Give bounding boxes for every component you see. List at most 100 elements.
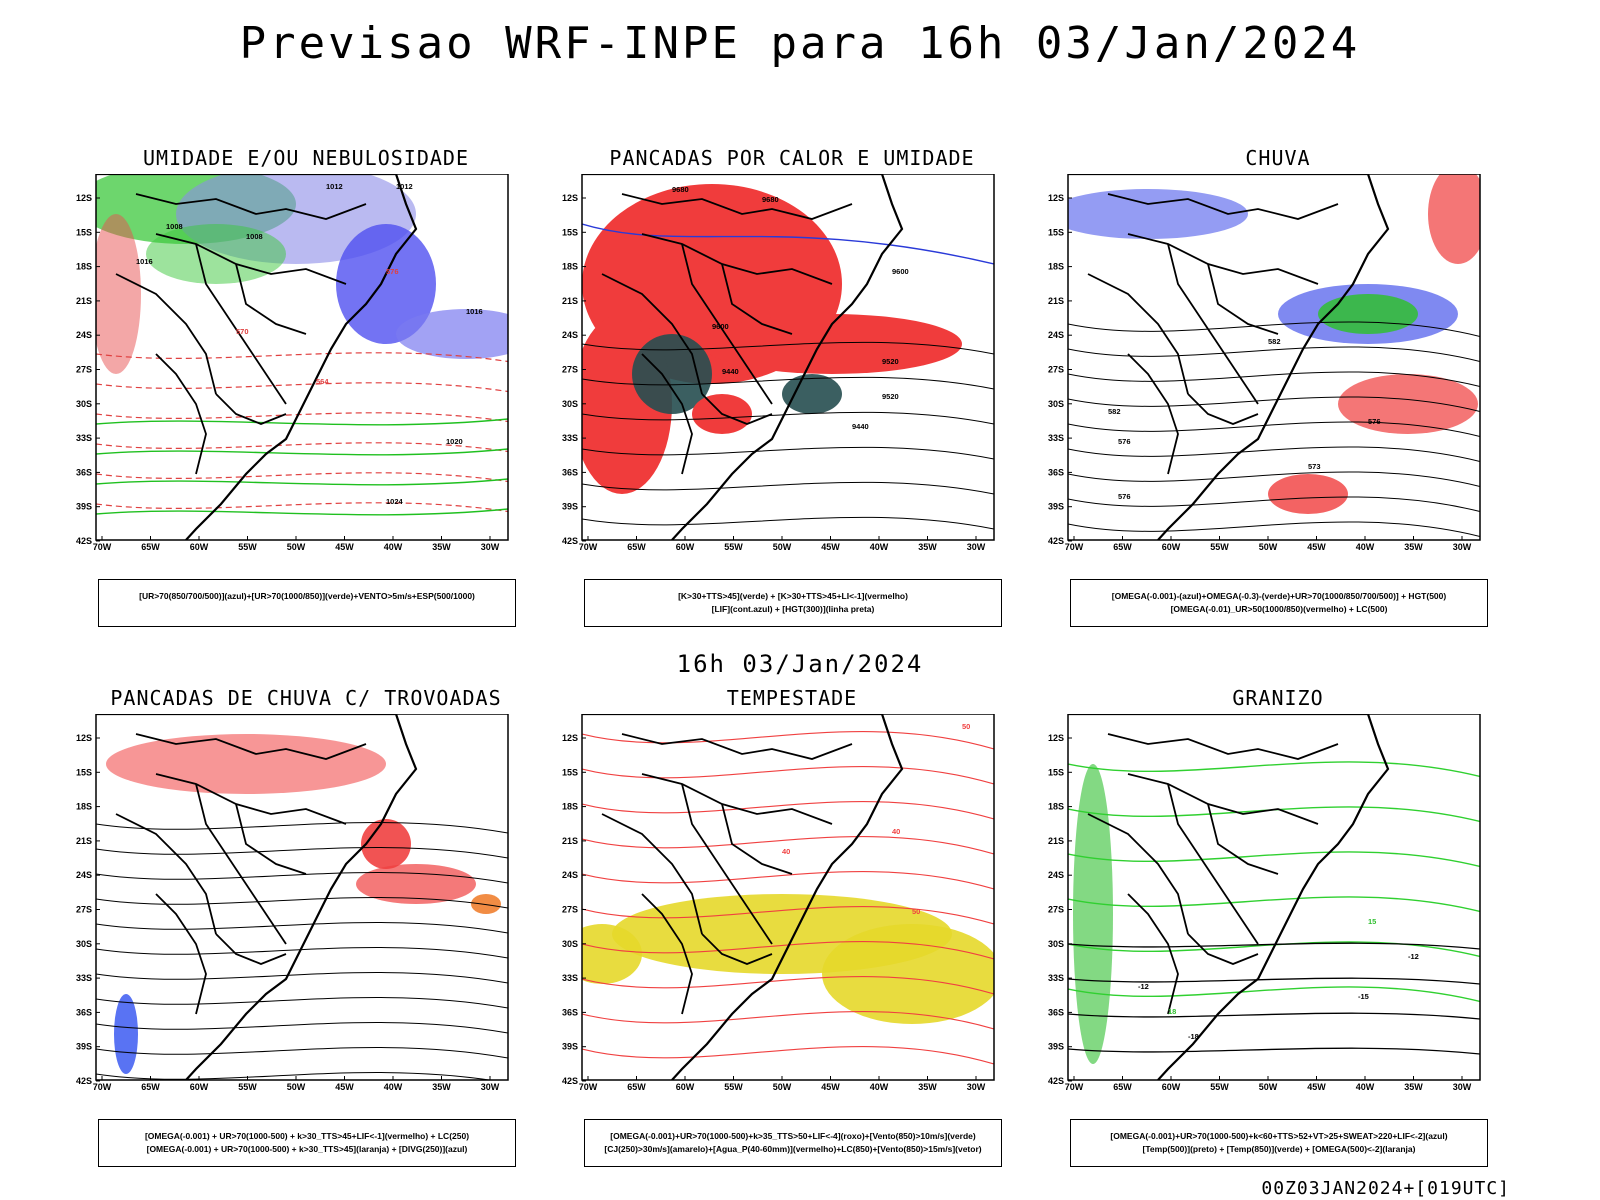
contour-label: 9600 (892, 267, 909, 276)
legend-line: [OMEGA(-0.01)_UR>50(1000/850)(vermelho) … (1170, 604, 1388, 614)
contour-line (582, 766, 994, 785)
panel-chuva: CHUVA 582 582 576 576 573 576 12S 15S 18S 21S 24S 2… (1038, 146, 1518, 627)
shaded-area (96, 214, 141, 374)
middle-date: 16h 03/Jan/2024 (676, 650, 924, 678)
lon-tick-label: 60W (676, 1082, 695, 1092)
map-frame-border (1067, 714, 1481, 1081)
map-umidade: 1008 1008 1012 1012 1016 1016 1020 1024 570 576 56… (76, 174, 509, 552)
contour-label: 1016 (136, 257, 153, 266)
coastline (582, 714, 904, 1080)
country-border (1107, 733, 1339, 760)
contour-line (1068, 446, 1480, 462)
contour-label: 1012 (396, 182, 413, 191)
shaded-area (1428, 174, 1480, 264)
lon-tick-label: 35W (918, 542, 937, 552)
shaded-area (1268, 474, 1348, 514)
coastline (96, 714, 418, 1080)
country-border (1127, 893, 1179, 1015)
contour-line (582, 446, 994, 460)
contour-label: 9520 (882, 392, 899, 401)
lon-tick-label: 30W (481, 542, 500, 552)
lat-tick-label: 21S (562, 836, 578, 846)
country-border (641, 773, 833, 825)
lon-tick-label: 70W (579, 1082, 598, 1092)
contour-line (582, 871, 994, 890)
lon-tick-label: 60W (1162, 542, 1181, 552)
lon-tick-label: 40W (384, 542, 403, 552)
shaded-area (702, 314, 962, 374)
legend-box: [OMEGA(-0.001) + UR>70(1000-500) + k>30_… (98, 1119, 516, 1167)
contour-line (1068, 471, 1480, 487)
lat-tick-label: 39S (76, 502, 92, 512)
lon-tick-label: 60W (190, 1082, 209, 1092)
lon-tick-label: 35W (918, 1082, 937, 1092)
lon-tick-label: 50W (1259, 1082, 1278, 1092)
shaded-area (782, 374, 842, 414)
contour-label: 1024 (386, 497, 404, 506)
contour-line (1068, 851, 1480, 868)
country-border (701, 933, 773, 965)
lon-tick-label: 45W (335, 542, 354, 552)
lat-tick-label: 12S (562, 733, 578, 743)
lat-tick-label: 33S (76, 433, 92, 443)
lat-tick-label: 36S (76, 1007, 92, 1017)
panel-trovoadas: PANCADAS DE CHUVA C/ TROVOADAS 12S 15S 18S… (66, 686, 546, 1167)
map-frame-border (95, 174, 509, 541)
lon-tick-label: 30W (967, 542, 986, 552)
lat-tick-label: 42S (76, 536, 92, 546)
country-border (681, 243, 773, 405)
contour-label: 582 (1108, 407, 1121, 416)
lat-tick-label: 30S (76, 939, 92, 949)
lon-tick-label: 40W (1356, 1082, 1375, 1092)
panel-title: TEMPESTADE (726, 686, 858, 710)
lon-tick-label: 55W (1210, 1082, 1229, 1092)
lat-tick-label: 18S (562, 262, 578, 272)
lon-tick-label: 65W (1113, 542, 1132, 552)
lon-tick-label: 35W (1404, 1082, 1423, 1092)
map-granizo: -12 -12 -15 -18 15 18 12S 15S 18S 21S 24S 27S 30S 33S… (1048, 714, 1481, 1092)
lon-tick-label: 65W (627, 542, 646, 552)
legend-line: [UR>70(850/700/500)](azul)+[UR>70(1000/8… (139, 591, 475, 601)
contour-label: 9520 (882, 357, 899, 366)
country-border (1087, 813, 1189, 935)
contour-line (1068, 346, 1480, 362)
country-border (721, 263, 793, 335)
lon-tick-label: 60W (1162, 1082, 1181, 1092)
country-border (195, 783, 287, 945)
lat-tick-label: 27S (1048, 365, 1064, 375)
lon-tick-label: 40W (384, 1082, 403, 1092)
contour-line (96, 418, 508, 426)
panel-pancadas-calor: PANCADAS POR CALOR E UMIDADE 9680 9680 960… (552, 146, 1032, 627)
contour-line (1068, 521, 1480, 537)
legend-box: [OMEGA(-0.001)-(azul)+OMEGA(-0.3)-(verde… (1070, 579, 1488, 627)
coastline (1068, 174, 1390, 540)
lat-tick-label: 30S (1048, 939, 1064, 949)
contour-line (582, 411, 994, 425)
country-border (1127, 233, 1319, 285)
lat-tick-label: 12S (1048, 193, 1064, 203)
shaded-area (582, 924, 642, 984)
lat-tick-label: 33S (76, 973, 92, 983)
map-frame-border (581, 714, 995, 1081)
lat-tick-label: 21S (76, 836, 92, 846)
contour-label: 1008 (246, 232, 263, 241)
lon-tick-label: 65W (627, 1082, 646, 1092)
contour-label: 9600 (712, 322, 729, 331)
lon-tick-label: 70W (93, 542, 112, 552)
lat-tick-label: 18S (562, 802, 578, 812)
contour-line (96, 382, 508, 393)
map-chuva: 582 582 576 576 573 576 12S 15S 18S 21S 24S 27S 30S 3… (1048, 174, 1481, 552)
legend-box: [UR>70(850/700/500)](azul)+[UR>70(1000/8… (98, 579, 516, 627)
contour-label: 1020 (446, 437, 463, 446)
map-plot: 50 50 40 40 12S 15S 18S 21S 24S 27S 30S 33S 36S 39S 42… (562, 714, 995, 1092)
country-border (195, 243, 287, 405)
panel-title: UMIDADE E/OU NEBULOSIDADE (142, 146, 470, 170)
contour-line (96, 1022, 508, 1034)
lat-tick-label: 36S (562, 467, 578, 477)
country-border (1127, 353, 1179, 475)
map-pancadas-calor: 9680 9680 9600 9600 9520 9520 9440 9440 12S 15S 18… (562, 174, 995, 552)
country-border (235, 803, 307, 875)
contour-line (96, 972, 508, 984)
contour-line (96, 448, 508, 456)
contour-label: 40 (782, 847, 790, 856)
